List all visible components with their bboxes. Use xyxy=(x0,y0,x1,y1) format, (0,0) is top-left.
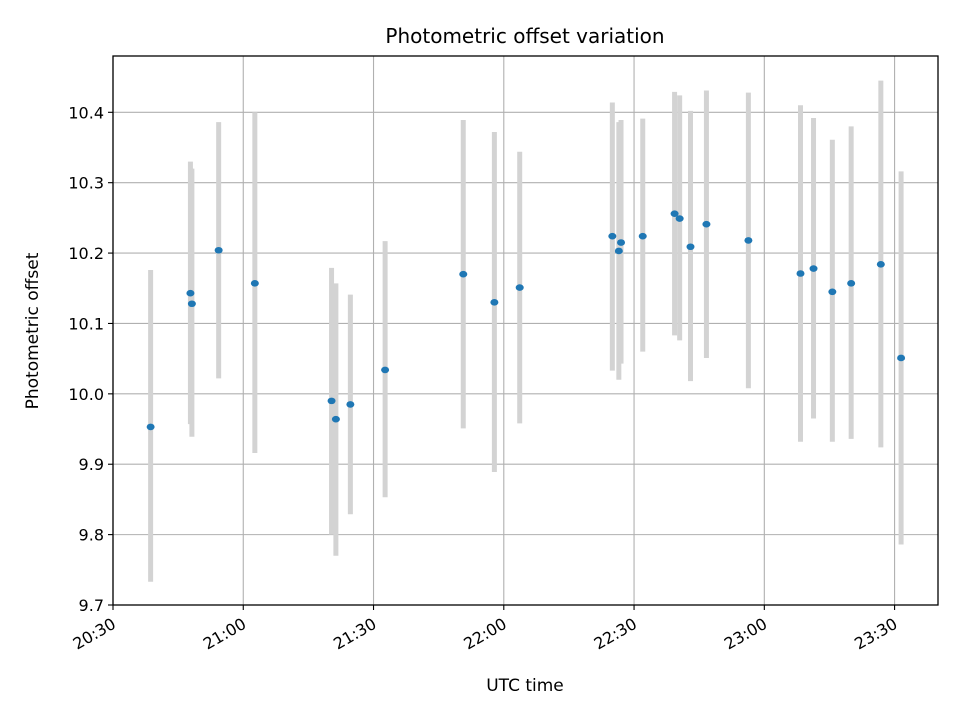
error-bars xyxy=(148,80,904,582)
x-tick-label: 22:00 xyxy=(460,614,509,654)
data-point xyxy=(214,246,223,254)
data-point xyxy=(331,415,340,423)
y-tick-label: 9.8 xyxy=(79,526,104,545)
y-tick-label: 10.4 xyxy=(68,103,104,122)
x-tick-label: 23:00 xyxy=(721,614,770,654)
x-tick-label: 20:30 xyxy=(70,614,119,654)
x-tick-label: 23:30 xyxy=(851,614,900,654)
data-point xyxy=(847,280,856,287)
chart-title: Photometric offset variation xyxy=(385,24,664,48)
data-point xyxy=(250,280,259,287)
data-point xyxy=(346,401,355,408)
data-point xyxy=(828,288,837,296)
data-point xyxy=(897,354,906,362)
data-point xyxy=(186,289,195,297)
y-tick-label: 10.1 xyxy=(68,314,104,333)
x-tick-label: 21:30 xyxy=(330,614,379,654)
data-point xyxy=(608,232,617,240)
data-point xyxy=(686,243,695,251)
y-tick-label: 9.7 xyxy=(79,596,104,615)
y-axis-ticks: 9.7 9.8 9.9 10.0 10.1 10.2 10.3 10.4 xyxy=(68,103,113,615)
data-point xyxy=(327,397,336,405)
data-points xyxy=(146,210,906,431)
data-point xyxy=(876,261,885,268)
y-tick-label: 10.3 xyxy=(68,174,104,193)
data-point xyxy=(796,270,805,277)
y-axis-title: Photometric offset xyxy=(23,252,43,409)
data-point xyxy=(187,300,196,308)
data-point xyxy=(490,299,499,306)
data-point xyxy=(515,284,524,291)
y-tick-label: 10.0 xyxy=(68,385,104,404)
plot-frame xyxy=(112,55,939,606)
x-axis-ticks: 20:30 21:00 21:30 22:00 22:30 23:00 23:30 xyxy=(70,605,901,654)
data-point xyxy=(381,366,390,374)
y-tick-label: 10.2 xyxy=(68,244,104,263)
x-tick-label: 21:00 xyxy=(200,614,249,654)
data-point xyxy=(459,270,468,278)
data-point xyxy=(617,239,626,246)
data-point xyxy=(670,210,679,217)
x-axis-title: UTC time xyxy=(486,676,564,696)
x-tick-label: 22:30 xyxy=(591,614,640,654)
data-point xyxy=(638,232,647,240)
data-point xyxy=(809,265,818,272)
data-point xyxy=(744,237,753,244)
y-tick-label: 9.9 xyxy=(79,455,104,474)
data-point xyxy=(702,220,711,228)
data-point xyxy=(675,215,684,222)
data-point xyxy=(614,247,623,255)
data-point xyxy=(146,423,155,431)
